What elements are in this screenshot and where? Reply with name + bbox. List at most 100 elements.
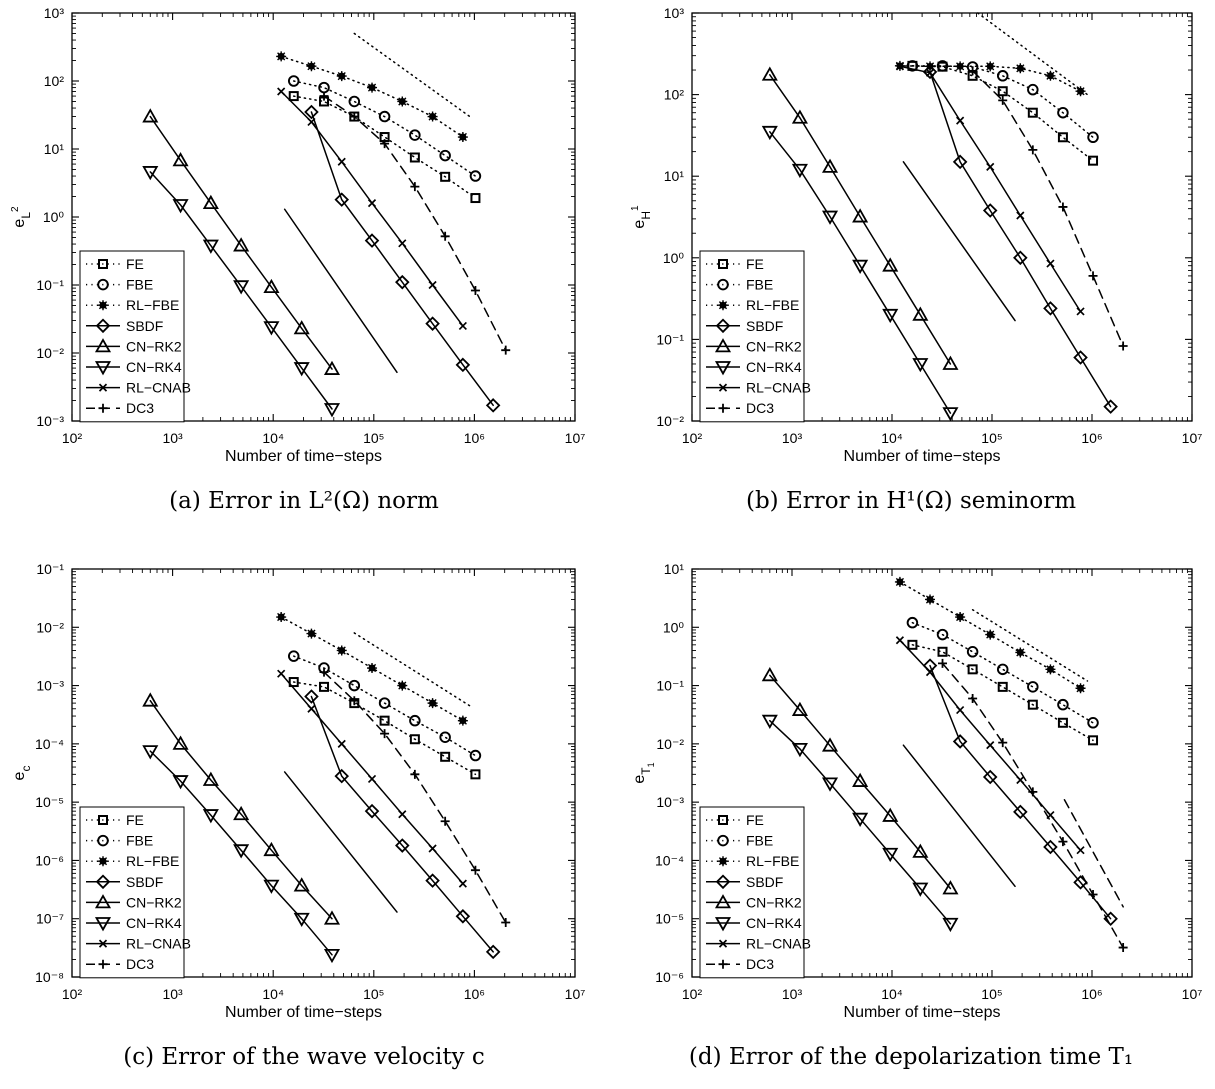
series-line: [941, 662, 1124, 949]
y-tick-label: 10³: [664, 5, 685, 21]
series-cn-rk2: [142, 693, 340, 925]
y-tick-label: 10⁰: [663, 250, 685, 266]
y-axis-label: ec: [11, 766, 33, 781]
series-line: [292, 80, 477, 177]
series-line: [149, 750, 333, 956]
y-tick-label: 10¹: [664, 561, 685, 577]
data-point: [426, 110, 439, 123]
legend-label: CN−RK4: [746, 359, 802, 375]
series-rl-fbe: [894, 60, 1087, 97]
series-fbe: [906, 616, 1099, 729]
x-tick-label: 10²: [682, 430, 703, 446]
data-point: [409, 129, 421, 141]
data-point: [366, 662, 378, 674]
data-point: [997, 86, 1008, 97]
data-point: [1046, 259, 1055, 268]
y-axis-label: eT1: [631, 762, 656, 783]
y-tick-label: 10⁰: [43, 209, 65, 225]
series-line: [769, 74, 952, 365]
data-point: [337, 157, 347, 167]
data-point: [1057, 717, 1068, 728]
data-point: [428, 844, 437, 853]
data-point: [1027, 786, 1039, 798]
plot-frame: [71, 568, 576, 978]
data-point: [428, 280, 437, 290]
reference-slope-line: [283, 771, 398, 913]
data-point: [1057, 836, 1069, 848]
series-line: [971, 70, 1124, 347]
caption-a: (a) Error in L²(Ω) norm: [169, 488, 439, 514]
y-tick-label: 10⁻⁶: [655, 969, 684, 985]
series-cn-rk2: [762, 67, 958, 370]
x-tick-label: 10⁴: [881, 986, 903, 1002]
y-tick-label: 10⁻⁵: [655, 911, 684, 927]
series-dc3: [318, 666, 512, 928]
series-sbdf: [923, 64, 1118, 414]
data-point: [1015, 211, 1025, 220]
legend-label: DC3: [746, 956, 774, 972]
x-axis-label: Number of time−steps: [225, 448, 382, 465]
series-line: [323, 95, 507, 351]
data-point: [336, 644, 348, 657]
series-fbe: [287, 75, 482, 182]
reference-slope-line: [902, 161, 1016, 322]
series-cn-rk2: [762, 667, 958, 895]
data-point: [458, 321, 468, 331]
x-tick-label: 10⁴: [881, 430, 903, 446]
legend-label: SBDF: [746, 318, 783, 334]
series-fe: [907, 639, 1099, 746]
x-tick-label: 10⁶: [1081, 430, 1102, 446]
data-point: [458, 879, 468, 888]
y-tick-label: 10⁻⁴: [35, 736, 64, 752]
data-point: [470, 864, 481, 876]
data-point: [307, 704, 316, 714]
chart-panel-d: 10² 10³ 10⁴ 10⁵ 10⁶ 10⁷ 10⁻⁶ 10⁻⁵ 10⁻⁴ 10⁻³ 10⁻² 10…: [631, 561, 1202, 1021]
series-line: [323, 671, 507, 924]
data-point: [409, 181, 421, 192]
y-tick-label: 10⁻¹: [36, 277, 64, 293]
series-rl-cnab: [276, 669, 468, 888]
series-rl-cnab: [895, 61, 1085, 316]
x-tick-label: 10⁷: [1182, 986, 1203, 1002]
data-point: [954, 611, 966, 623]
series-cn-rk4: [142, 745, 340, 963]
y-tick-label: 10⁻⁴: [655, 852, 684, 868]
x-tick-label: 10³: [782, 986, 803, 1002]
legend-label: FBE: [746, 277, 773, 293]
legend-label: RL−CNAB: [746, 936, 811, 952]
data-point: [275, 50, 287, 63]
x-tick-label: 10²: [62, 986, 83, 1002]
data-point: [1044, 70, 1057, 82]
data-point: [367, 198, 377, 208]
data-point: [367, 774, 377, 784]
series-rl-fbe: [275, 611, 469, 727]
y-tick-label: 10⁻⁷: [36, 911, 64, 927]
data-point: [895, 635, 905, 645]
data-point: [439, 815, 451, 827]
y-tick-label: 10⁻³: [36, 413, 64, 429]
legend-label: RL−CNAB: [126, 936, 191, 952]
reference-slope-line: [1063, 798, 1124, 908]
y-tick-label: 10⁰: [663, 619, 685, 635]
series-cn-rk4: [762, 125, 958, 421]
caption-c: (c) Error of the wave velocity c: [123, 1044, 485, 1070]
y-tick-label: 10⁻¹: [36, 561, 64, 577]
legend-label: FBE: [126, 277, 153, 293]
legend-label: RL−FBE: [746, 297, 799, 313]
data-point: [1087, 889, 1099, 900]
data-point: [275, 611, 287, 623]
data-point: [966, 646, 979, 658]
data-point: [924, 593, 936, 606]
data-point: [409, 714, 421, 727]
data-point: [1057, 698, 1069, 711]
series-fe: [907, 60, 1099, 166]
data-point: [967, 693, 979, 704]
data-point: [379, 715, 390, 726]
reference-slope-line: [971, 608, 1089, 682]
data-point: [894, 576, 906, 588]
series-line: [929, 664, 1112, 920]
y-tick-label: 10⁻⁶: [35, 852, 64, 868]
legend-box: [79, 806, 185, 979]
data-point: [142, 109, 158, 123]
data-point: [470, 285, 481, 296]
